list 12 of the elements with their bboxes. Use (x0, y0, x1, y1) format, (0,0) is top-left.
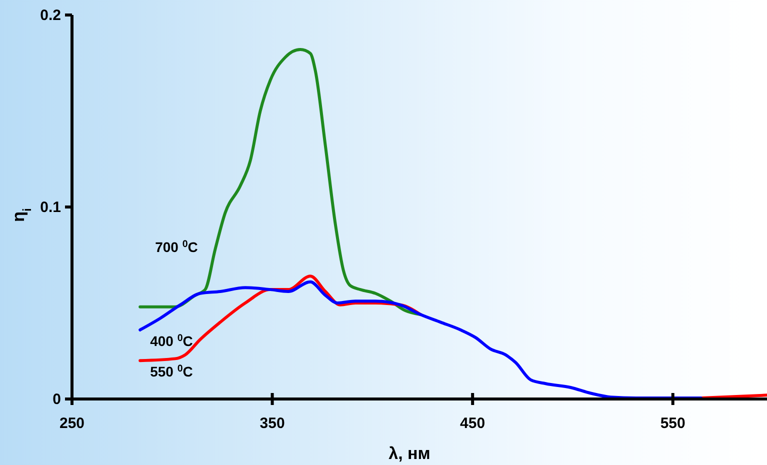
series-label: 400 $^{0}$C (150, 332, 193, 349)
series-label: 550 $^{0}$C (150, 363, 193, 380)
y-tick-label: 0 (52, 391, 61, 408)
x-tick-label: 550 (660, 415, 686, 432)
line-series (138, 48, 422, 316)
x-tick-label: 450 (460, 415, 486, 432)
series-label: 700 $^{0}$C (155, 238, 198, 255)
x-tick-label: 350 (260, 415, 285, 432)
y-tick-label: 0.2 (40, 7, 61, 24)
y-tick-label: 0.1 (40, 199, 61, 216)
x-axis-title: λ, нм (388, 444, 430, 463)
x-tick-label: 250 (59, 415, 85, 432)
